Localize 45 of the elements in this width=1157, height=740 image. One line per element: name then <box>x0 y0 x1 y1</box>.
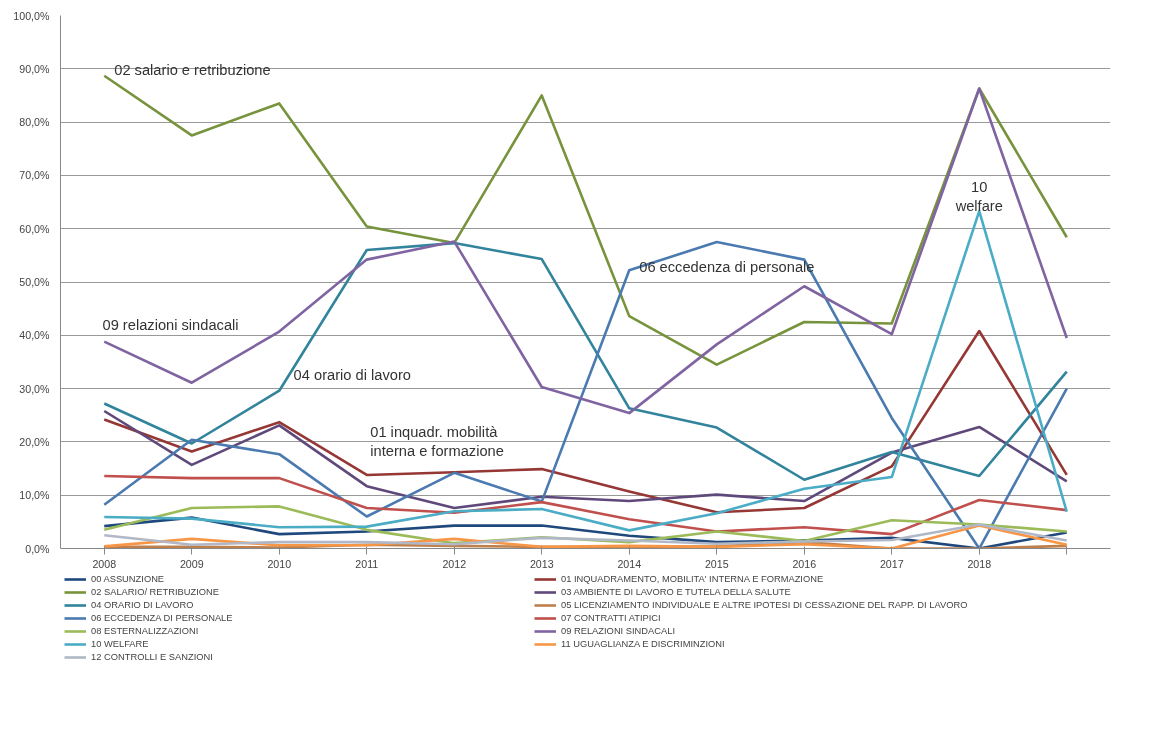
legend-label: 02 SALARIO/ RETRIBUZIONE <box>91 587 221 597</box>
line-series <box>102 87 1069 415</box>
y-tick-label: 90,0% <box>19 62 51 75</box>
x-tick-label: 2009 <box>179 557 204 570</box>
y-tick-label: 50,0% <box>19 276 51 288</box>
legend-label: 00 ASSUNZIONE <box>91 574 166 584</box>
y-tick-label: 40,0% <box>19 329 51 342</box>
y-tick-label: 10,0% <box>19 489 51 502</box>
annotation: 09 relazioni sindacali <box>102 316 239 333</box>
annotation: 02 salario e retribuzione <box>114 62 271 79</box>
legend-label: 06 ECCEDENZA DI PERSONALE <box>91 613 234 623</box>
x-tick-label: 2015 <box>704 557 729 570</box>
y-tick-label: 0,0% <box>25 542 51 555</box>
y-tick-label: 80,0% <box>19 116 51 129</box>
legend-label: 10 WELFARE <box>91 639 150 649</box>
y-tick-label: 60,0% <box>19 222 51 235</box>
annotation: 04 orario di lavoro <box>293 367 411 384</box>
legend-label: 05 LICENZIAMENTO INDIVIDUALE E ALTRE IPOTESI DI CESSAZIONE DEL RAPP. DI LAVORO <box>561 600 969 610</box>
x-tick-label: 2014 <box>617 557 642 570</box>
line-series <box>102 329 1069 514</box>
x-tick-label: 2018 <box>967 557 992 570</box>
line-series <box>102 241 1069 482</box>
x-tick-label: 2011 <box>355 557 379 570</box>
y-tick-label: 20,0% <box>19 435 51 448</box>
x-tick-label: 2012 <box>442 557 467 570</box>
line-series <box>102 74 1069 366</box>
x-tick-label: 2016 <box>792 557 817 570</box>
y-tick-label: 70,0% <box>19 169 51 182</box>
legend-label: 09 RELAZIONI SINDACALI <box>561 626 677 636</box>
y-tick-label: 30,0% <box>19 382 51 395</box>
x-tick-label: 2013 <box>529 557 554 570</box>
x-tick-label: 2008 <box>92 557 117 570</box>
legend-label: 04 ORARIO DI LAVORO <box>91 600 195 610</box>
legend-label: 07 CONTRATTI ATIPICI <box>561 613 662 623</box>
x-tick-label: 2010 <box>267 557 292 570</box>
x-tick-label: 2017 <box>879 557 904 570</box>
legend-label: 11 UGUAGLIANZA E DISCRIMINZIONI <box>561 639 726 649</box>
annotation: 01 inquadr. mobilità interna e formazione <box>370 424 504 460</box>
legend-label: 12 CONTROLLI E SANZIONI <box>91 652 214 662</box>
line-series <box>102 409 1069 510</box>
legend-label: 01 INQUADRAMENTO, MOBILITA' INTERNA E FORMAZIONE <box>561 574 825 584</box>
legend-label: 03 AMBIENTE DI LAVORO E TUTELA DELLA SALUTE <box>561 587 792 597</box>
y-tick-label: 100,0% <box>13 9 51 22</box>
legend-label: 08 ESTERNALIZZAZIONI <box>91 626 200 636</box>
annotation: 10 welfare <box>954 179 1003 215</box>
